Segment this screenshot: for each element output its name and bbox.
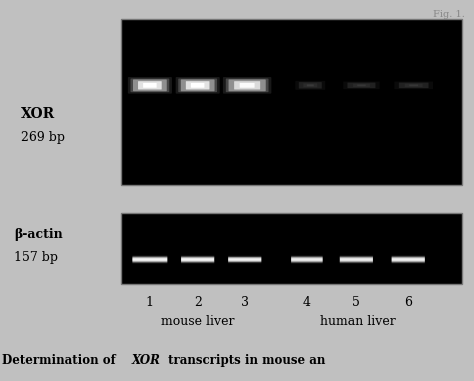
FancyBboxPatch shape bbox=[394, 82, 433, 89]
FancyBboxPatch shape bbox=[340, 257, 373, 262]
FancyBboxPatch shape bbox=[307, 85, 314, 86]
FancyBboxPatch shape bbox=[128, 77, 172, 94]
Bar bbox=[121, 213, 462, 284]
FancyBboxPatch shape bbox=[181, 258, 214, 261]
FancyBboxPatch shape bbox=[138, 81, 162, 90]
FancyBboxPatch shape bbox=[132, 256, 167, 263]
FancyBboxPatch shape bbox=[299, 82, 322, 88]
Text: mouse liver: mouse liver bbox=[161, 315, 234, 328]
Text: 5: 5 bbox=[352, 296, 360, 309]
FancyBboxPatch shape bbox=[292, 258, 322, 261]
FancyBboxPatch shape bbox=[392, 258, 425, 261]
FancyBboxPatch shape bbox=[392, 258, 425, 261]
FancyBboxPatch shape bbox=[303, 83, 317, 87]
FancyBboxPatch shape bbox=[132, 255, 167, 264]
Text: 2: 2 bbox=[194, 296, 201, 309]
FancyBboxPatch shape bbox=[291, 257, 323, 262]
FancyBboxPatch shape bbox=[181, 255, 214, 264]
FancyBboxPatch shape bbox=[178, 78, 217, 92]
FancyBboxPatch shape bbox=[339, 255, 373, 264]
FancyBboxPatch shape bbox=[340, 256, 373, 263]
Text: XOR: XOR bbox=[21, 107, 55, 121]
FancyBboxPatch shape bbox=[228, 258, 261, 261]
Text: Fig. 1.: Fig. 1. bbox=[433, 10, 465, 19]
Text: transcripts in mouse an: transcripts in mouse an bbox=[164, 354, 325, 367]
Text: 3: 3 bbox=[241, 296, 249, 309]
FancyBboxPatch shape bbox=[340, 258, 373, 261]
Text: 4: 4 bbox=[303, 296, 311, 309]
FancyBboxPatch shape bbox=[130, 78, 169, 92]
FancyBboxPatch shape bbox=[228, 257, 261, 262]
FancyBboxPatch shape bbox=[181, 257, 214, 262]
FancyBboxPatch shape bbox=[392, 255, 425, 264]
FancyBboxPatch shape bbox=[132, 257, 167, 262]
Text: 1: 1 bbox=[146, 296, 154, 309]
Text: XOR: XOR bbox=[132, 354, 161, 367]
FancyBboxPatch shape bbox=[291, 255, 323, 264]
FancyBboxPatch shape bbox=[223, 77, 272, 94]
Text: β-actin: β-actin bbox=[14, 228, 63, 241]
FancyBboxPatch shape bbox=[340, 258, 373, 261]
FancyBboxPatch shape bbox=[228, 256, 261, 263]
Text: Determination of: Determination of bbox=[2, 354, 120, 367]
FancyBboxPatch shape bbox=[291, 256, 323, 263]
FancyBboxPatch shape bbox=[133, 79, 167, 91]
FancyBboxPatch shape bbox=[357, 85, 365, 86]
FancyBboxPatch shape bbox=[191, 83, 204, 88]
Text: 269 bp: 269 bp bbox=[21, 131, 65, 144]
FancyBboxPatch shape bbox=[176, 77, 219, 94]
FancyBboxPatch shape bbox=[392, 257, 425, 262]
FancyBboxPatch shape bbox=[186, 81, 210, 90]
FancyBboxPatch shape bbox=[399, 83, 428, 88]
Text: human liver: human liver bbox=[320, 315, 396, 328]
FancyBboxPatch shape bbox=[226, 78, 268, 92]
Text: 157 bp: 157 bp bbox=[14, 251, 58, 264]
FancyBboxPatch shape bbox=[143, 83, 156, 88]
FancyBboxPatch shape bbox=[347, 83, 375, 88]
FancyBboxPatch shape bbox=[181, 256, 214, 263]
FancyBboxPatch shape bbox=[240, 83, 255, 88]
FancyBboxPatch shape bbox=[392, 256, 425, 263]
FancyBboxPatch shape bbox=[181, 258, 214, 261]
FancyBboxPatch shape bbox=[353, 84, 370, 87]
FancyBboxPatch shape bbox=[409, 85, 418, 86]
FancyBboxPatch shape bbox=[133, 258, 167, 261]
FancyBboxPatch shape bbox=[228, 256, 262, 263]
FancyBboxPatch shape bbox=[228, 79, 266, 91]
FancyBboxPatch shape bbox=[228, 258, 261, 261]
FancyBboxPatch shape bbox=[343, 82, 380, 89]
FancyBboxPatch shape bbox=[291, 258, 322, 261]
Bar bbox=[121, 19, 462, 185]
FancyBboxPatch shape bbox=[295, 81, 325, 90]
FancyBboxPatch shape bbox=[133, 258, 167, 261]
FancyBboxPatch shape bbox=[405, 84, 423, 87]
FancyBboxPatch shape bbox=[181, 79, 215, 91]
Text: 6: 6 bbox=[404, 296, 412, 309]
FancyBboxPatch shape bbox=[234, 81, 260, 90]
